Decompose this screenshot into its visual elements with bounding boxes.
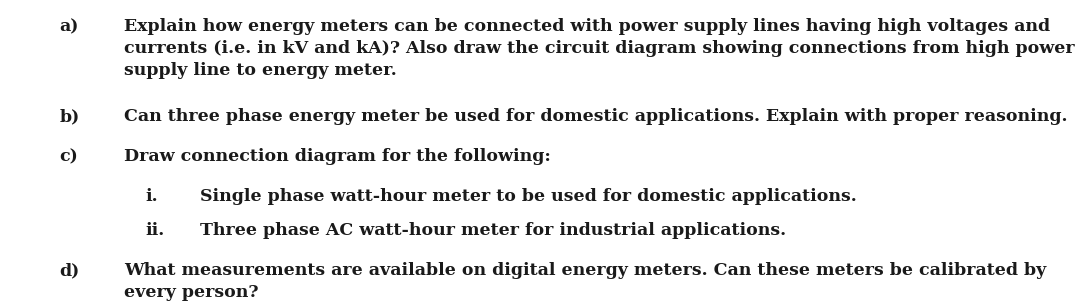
Text: Draw connection diagram for the following:: Draw connection diagram for the followin…: [124, 148, 551, 165]
Text: i.: i.: [146, 188, 159, 205]
Text: ii.: ii.: [146, 222, 165, 239]
Text: every person?: every person?: [124, 284, 259, 301]
Text: Explain how energy meters can be connected with power supply lines having high v: Explain how energy meters can be connect…: [124, 18, 1051, 35]
Text: Three phase AC watt-hour meter for industrial applications.: Three phase AC watt-hour meter for indus…: [200, 222, 786, 239]
Text: supply line to energy meter.: supply line to energy meter.: [124, 62, 397, 79]
Text: a): a): [59, 18, 79, 35]
Text: Can three phase energy meter be used for domestic applications. Explain with pro: Can three phase energy meter be used for…: [124, 108, 1068, 125]
Text: b): b): [59, 108, 80, 125]
Text: c): c): [59, 148, 78, 165]
Text: d): d): [59, 262, 80, 279]
Text: What measurements are available on digital energy meters. Can these meters be ca: What measurements are available on digit…: [124, 262, 1047, 279]
Text: Single phase watt-hour meter to be used for domestic applications.: Single phase watt-hour meter to be used …: [200, 188, 856, 205]
Text: currents (i.e. in kV and kA)? Also draw the circuit diagram showing connections : currents (i.e. in kV and kA)? Also draw …: [124, 40, 1075, 57]
